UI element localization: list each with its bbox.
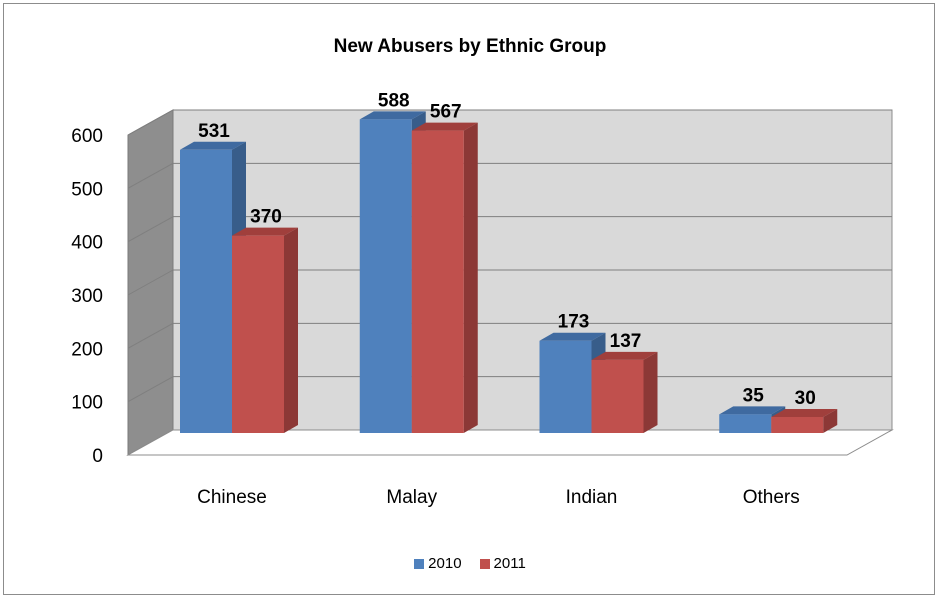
bar xyxy=(232,235,284,433)
bar-top xyxy=(411,122,478,131)
gridline-side xyxy=(127,376,174,403)
legend-item-2011: 2011 xyxy=(479,555,526,572)
y-tick-label: 600 xyxy=(71,126,103,147)
data-label: 137 xyxy=(610,331,642,352)
y-tick-label: 500 xyxy=(71,179,103,200)
data-label: 35 xyxy=(743,385,765,406)
data-label: 531 xyxy=(198,121,230,142)
gridline-side xyxy=(127,162,174,189)
data-label: 567 xyxy=(430,102,462,123)
legend-label-2011: 2011 xyxy=(493,555,526,572)
gridline-side xyxy=(127,216,174,243)
data-label: 588 xyxy=(378,90,410,111)
y-tick-label: 400 xyxy=(71,233,103,254)
data-label: 370 xyxy=(250,207,282,228)
bar xyxy=(359,119,412,434)
bar-top xyxy=(591,351,658,360)
bar xyxy=(719,414,772,433)
bar-side xyxy=(284,227,298,433)
legend-swatch-2010 xyxy=(414,558,425,569)
bar-top xyxy=(771,409,838,417)
legend-item-2010: 2010 xyxy=(414,555,462,572)
bar-side xyxy=(463,122,478,433)
bar-top xyxy=(719,406,786,415)
data-label: 30 xyxy=(795,388,816,409)
chart-legend: 2010 2011 xyxy=(0,555,940,572)
bar-top xyxy=(180,141,246,150)
bar xyxy=(539,340,592,433)
gridline-side xyxy=(127,109,174,136)
floor xyxy=(126,429,894,456)
x-tick-label: Malay xyxy=(386,487,437,508)
bar-top xyxy=(232,227,298,236)
y-tick-label: 0 xyxy=(92,446,103,467)
x-tick-label: Chinese xyxy=(197,487,267,508)
bar-side xyxy=(643,351,658,433)
bar xyxy=(411,130,464,433)
y-tick-label: 200 xyxy=(71,339,103,360)
x-tick-label: Others xyxy=(743,487,800,508)
bar-top xyxy=(539,332,606,341)
chart-title: New Abusers by Ethnic Group xyxy=(333,36,607,57)
y-tick-label: 100 xyxy=(71,393,103,414)
bar xyxy=(180,149,232,434)
y-tick-label: 300 xyxy=(71,286,103,307)
bar-top xyxy=(359,111,426,120)
legend-swatch-2011 xyxy=(479,558,490,569)
data-label: 173 xyxy=(558,312,590,333)
gridline-side xyxy=(127,322,174,349)
gridline-side xyxy=(127,269,174,296)
x-tick-label: Indian xyxy=(566,487,618,508)
bar xyxy=(771,417,824,433)
bar xyxy=(591,359,644,433)
legend-label-2010: 2010 xyxy=(428,555,462,572)
